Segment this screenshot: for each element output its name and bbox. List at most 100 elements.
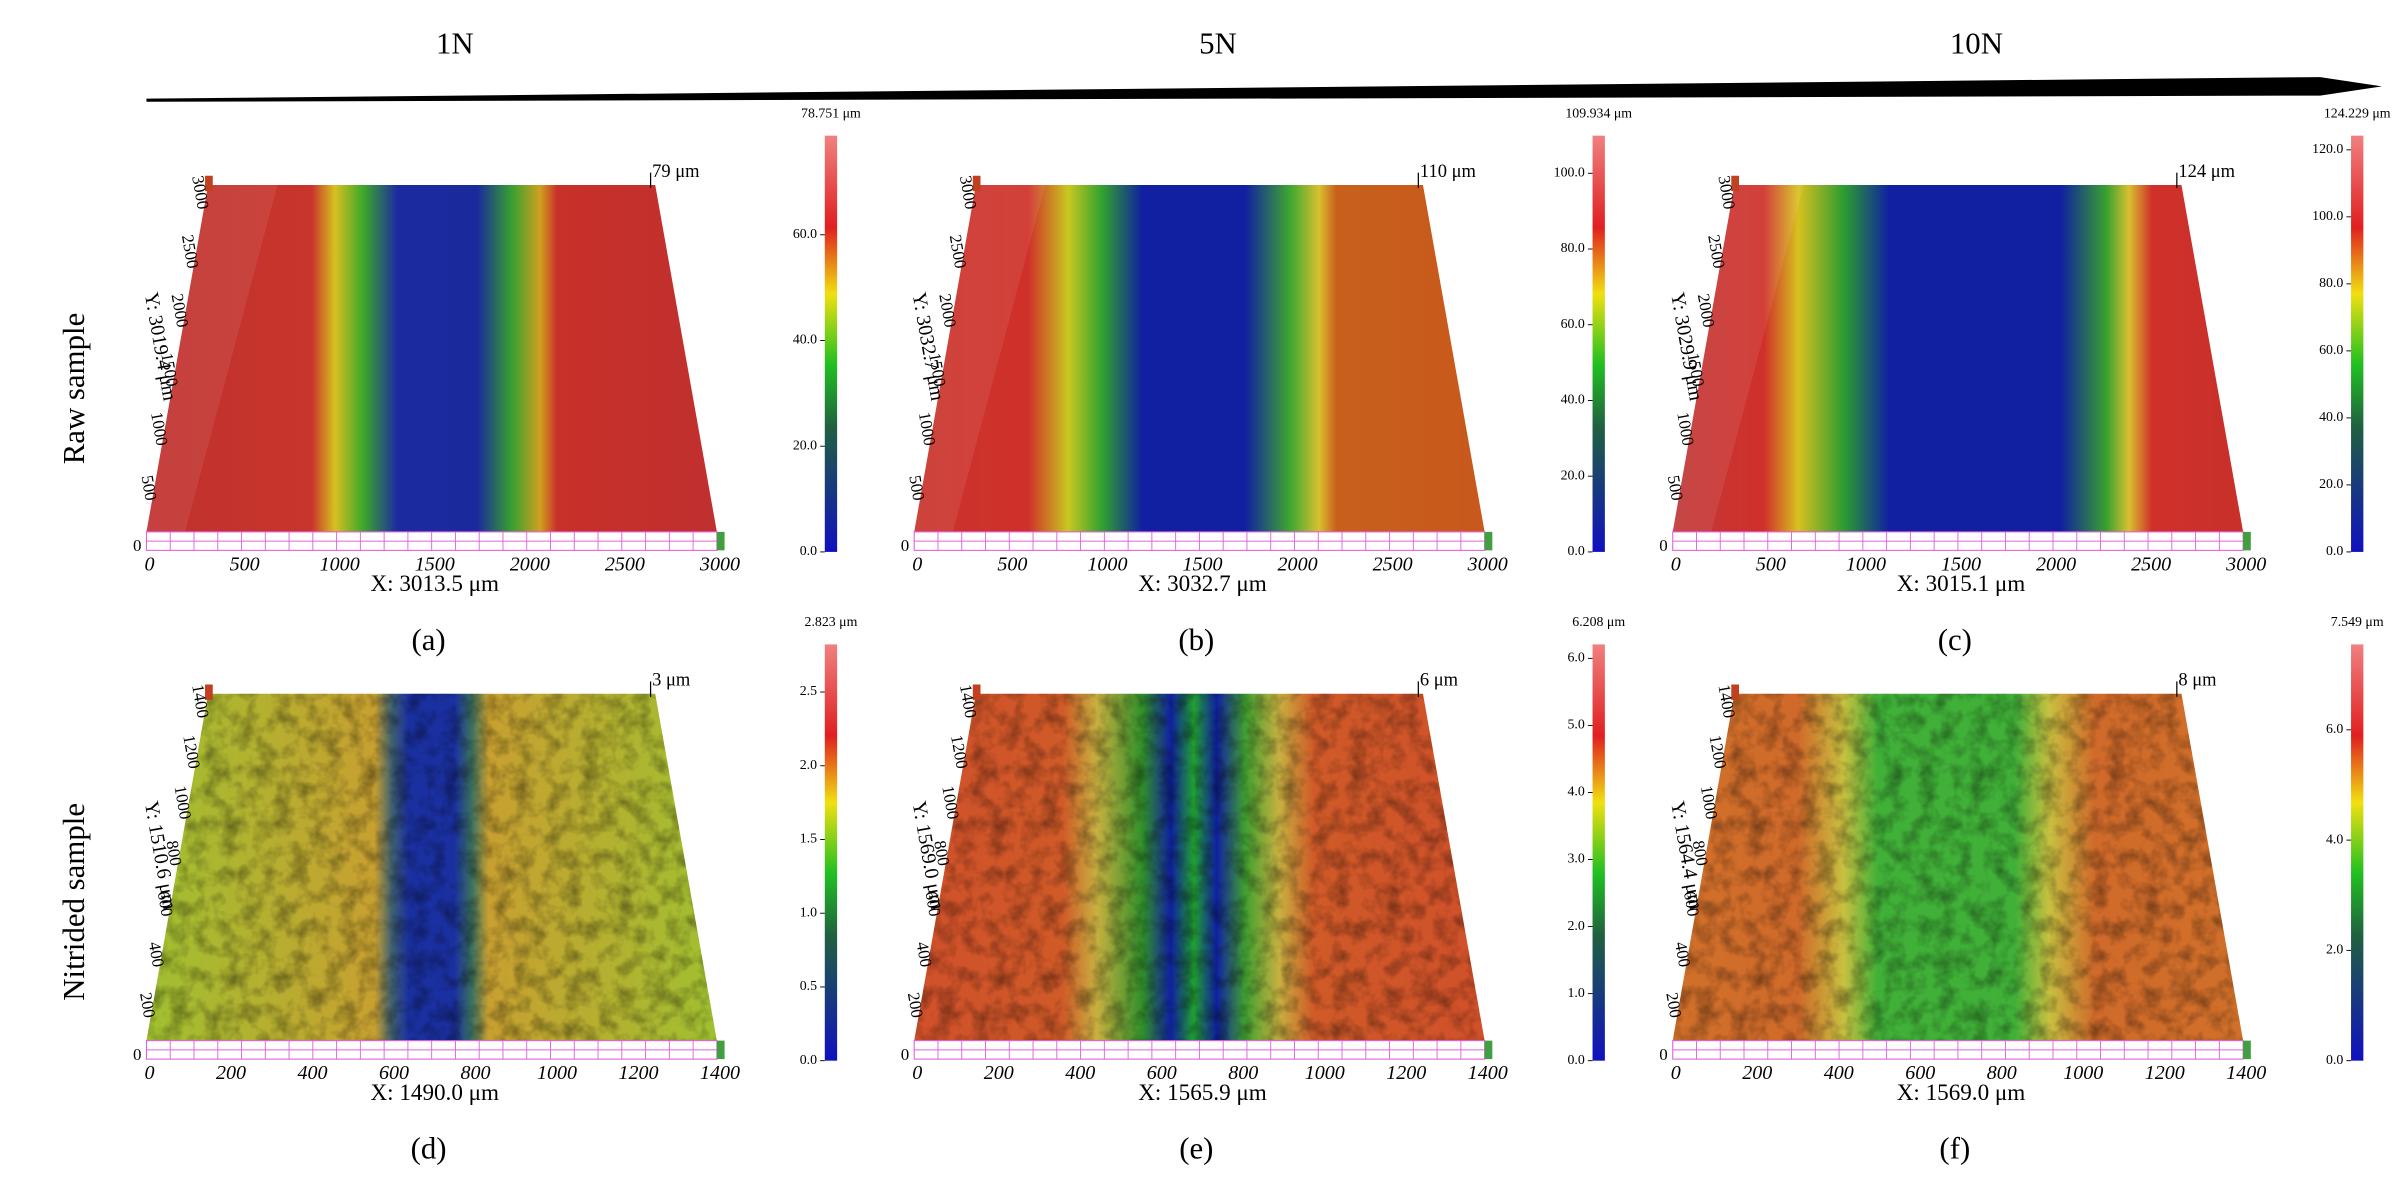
surface-panel: 0 200 400 600 800 1000 1200 1400 X: 1569.0 μm 0 20… [1659, 615, 2384, 1166]
corner-marker [205, 175, 213, 192]
colorbar-tick-label: 0.0 [800, 544, 817, 559]
surface-texture [914, 693, 1485, 1041]
corner-marker [1731, 175, 1739, 192]
corner-marker [972, 684, 981, 700]
colorbar-tick-label: 120.0 [2312, 142, 2343, 157]
peak-label: 79 μm [652, 162, 700, 182]
colorbar [1592, 644, 1605, 1061]
x-tick-label: 2500 [1373, 553, 1413, 575]
colorbar-max: 2.823 μm [805, 615, 858, 630]
surface-panel: 0 200 400 600 800 1000 1200 1400 X: 1490.0 μm 0 20… [133, 615, 858, 1166]
colorbar-tick-label: 6.0 [1568, 651, 1585, 666]
column-label: 1N [436, 26, 474, 60]
panel-label: (a) [411, 623, 445, 657]
colorbar-tick-label: 80.0 [2319, 276, 2343, 291]
x-tick-label: 3000 [2225, 553, 2266, 575]
colorbar-tick-label: 0.0 [1568, 1053, 1585, 1068]
corner-marker [716, 1040, 725, 1060]
corner-marker [1484, 531, 1493, 551]
colorbar-tick-label: 1.5 [800, 832, 817, 847]
x-axis-label: X: 1490.0 μm [370, 1080, 499, 1106]
surface [1672, 185, 2244, 532]
surface-panel: 0 500 1000 1500 2000 2500 3000 X: 3015.1 μm 0 500… [1659, 106, 2391, 657]
colorbar [2351, 644, 2364, 1061]
x-tick-label: 0 [145, 1062, 155, 1084]
x-tick-label: 800 [1228, 1062, 1258, 1084]
corner-marker [1484, 1040, 1493, 1060]
x-tick-label: 1000 [320, 553, 360, 575]
surface-shade [914, 185, 1046, 532]
x-tick-label: 2500 [2131, 553, 2171, 575]
row-label: Nitrided sample [57, 803, 91, 1001]
x-tick-label: 600 [1147, 1062, 1177, 1084]
colorbar-tick-label: 20.0 [2319, 477, 2343, 492]
colorbar-tick-label: 0.0 [1568, 544, 1585, 559]
x-tick-label: 2000 [1278, 553, 1318, 575]
colorbar-tick-label: 2.0 [800, 758, 817, 773]
x-tick-label: 1400 [2226, 1062, 2266, 1084]
panel-label: (f) [1939, 1132, 1970, 1166]
y-tick-label: 800 [162, 839, 185, 867]
peak-label: 124 μm [2178, 162, 2235, 182]
y-tick-label: 600 [1680, 890, 1703, 918]
colorbar-tick-label: 2.0 [2326, 943, 2343, 958]
x-tick-label: 1200 [1386, 1062, 1426, 1084]
panel-label: (b) [1178, 623, 1214, 657]
x-axis-label: X: 1569.0 μm [1897, 1080, 2026, 1106]
x-tick-label: 2000 [2036, 553, 2076, 575]
colorbar-tick-label: 0.0 [2326, 1053, 2343, 1068]
colorbar-tick-label: 0.0 [2326, 544, 2343, 559]
y-tick-label: 0 [901, 536, 909, 555]
column-label: 10N [1950, 26, 2003, 60]
colorbar-tick-label: 40.0 [793, 333, 817, 348]
y-tick-label: 0 [1659, 1045, 1667, 1064]
corner-marker [972, 175, 981, 192]
x-axis-label: X: 3015.1 μm [1897, 571, 2026, 597]
x-tick-label: 200 [1742, 1062, 1772, 1084]
y-tick-label: 500 [905, 474, 928, 502]
colorbar-max: 7.549 μm [2331, 615, 2384, 630]
colorbar-tick-label: 1.0 [1568, 986, 1585, 1001]
colorbar-tick-label: 2.0 [1568, 919, 1585, 934]
y-tick-label: 200 [136, 991, 159, 1019]
surface-shade [1672, 185, 1804, 532]
colorbar-tick-label: 60.0 [793, 227, 817, 242]
y-tick-label: 800 [1689, 839, 1712, 867]
colorbar-tick-label: 6.0 [2326, 722, 2343, 737]
x-tick-label: 800 [1987, 1062, 2017, 1084]
y-tick-label: 800 [930, 839, 953, 867]
colorbar-tick-label: 3.0 [1568, 852, 1585, 867]
colorbar-max: 6.208 μm [1572, 615, 1625, 630]
x-tick-label: 500 [997, 553, 1027, 575]
colorbar-tick-label: 20.0 [1561, 468, 1585, 483]
colorbar-tick-label: 40.0 [1561, 393, 1585, 408]
y-tick-label: 600 [154, 890, 177, 918]
peak-label: 3 μm [652, 671, 691, 691]
arrow [146, 77, 2382, 102]
y-tick-label: 400 [913, 940, 936, 968]
corner-marker [716, 531, 725, 551]
surface-texture [146, 693, 717, 1041]
x-tick-label: 1500 [1182, 553, 1222, 575]
surface-panel: 0 200 400 600 800 1000 1200 1400 X: 1565.9 μm 0 20… [901, 615, 1626, 1166]
x-tick-label: 1000 [537, 1062, 577, 1084]
x-tick-label: 1000 [1087, 553, 1127, 575]
colorbar-tick-label: 100.0 [1554, 165, 1585, 180]
corner-marker [1731, 684, 1739, 700]
colorbar-max: 78.751 μm [801, 106, 861, 121]
colorbar-tick-label: 20.0 [793, 438, 817, 453]
surface-panel: 0 500 1000 1500 2000 2500 3000 X: 3013.5 μm 0 500… [133, 106, 861, 657]
peak-label: 8 μm [2178, 671, 2217, 691]
x-tick-label: 600 [1905, 1062, 1935, 1084]
surface [146, 185, 717, 532]
x-tick-label: 400 [1824, 1062, 1854, 1084]
corner-marker [2243, 531, 2251, 551]
colorbar [824, 644, 838, 1061]
y-tick-label: 0 [1659, 536, 1667, 555]
colorbar-tick-label: 4.0 [1568, 785, 1585, 800]
colorbar-tick-label: 100.0 [2312, 209, 2343, 224]
x-tick-label: 1400 [700, 1062, 740, 1084]
colorbar-tick-label: 80.0 [1561, 241, 1585, 256]
